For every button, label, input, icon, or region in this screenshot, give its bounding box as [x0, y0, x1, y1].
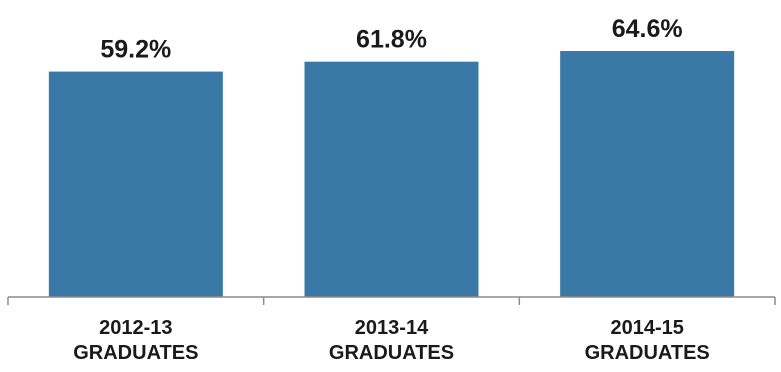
data-label-2013-14: 61.8% [356, 26, 427, 54]
data-label-2012-13: 59.2% [100, 36, 171, 64]
category-label-line: 2012-13 [99, 317, 172, 339]
bars-group [48, 51, 735, 298]
bar-2014-15 [560, 51, 735, 298]
bar-2013-14 [304, 61, 479, 297]
category-label-2013-14: 2013-14 GRADUATES [329, 317, 454, 364]
value-labels-group: 59.2% 61.8% 64.6% [100, 15, 682, 64]
category-label-line: 2013-14 [355, 317, 429, 339]
category-label-line: 2014-15 [610, 317, 683, 339]
bar-2012-13 [48, 71, 223, 297]
category-label-line: GRADUATES [585, 342, 710, 364]
category-label-line: GRADUATES [73, 342, 198, 364]
category-label-2014-15: 2014-15 GRADUATES [585, 317, 710, 364]
category-label-line: GRADUATES [329, 342, 454, 364]
category-label-2012-13: 2012-13 GRADUATES [73, 317, 198, 364]
category-labels-group: 2012-13 GRADUATES 2013-14 GRADUATES 2014-15 G… [73, 317, 710, 364]
x-axis-ticks-group [7, 297, 776, 305]
data-label-2014-15: 64.6% [612, 15, 683, 43]
